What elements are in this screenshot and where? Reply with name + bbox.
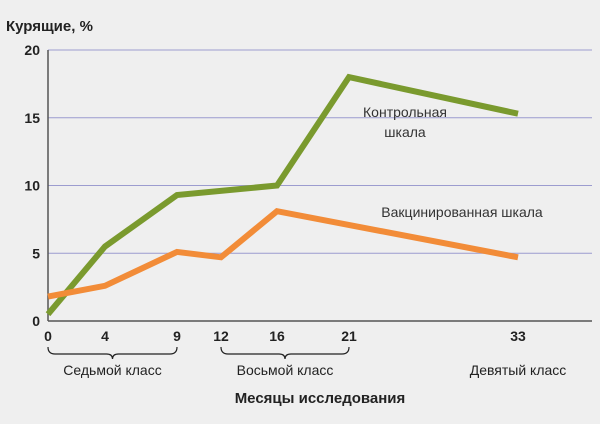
series-label-line: Вакцинированная шкала — [381, 204, 543, 220]
grade-label: Восьмой класс — [237, 362, 334, 378]
series-line — [47, 207, 519, 300]
series-label: Контрольная шкала — [363, 104, 447, 140]
x-tick-label: 21 — [341, 328, 357, 344]
grade-bracket — [220, 346, 350, 360]
series-label: Вакцинированная шкала — [381, 204, 543, 220]
grade-label: Седьмой класс — [63, 362, 161, 378]
x-tick-label: 4 — [101, 328, 109, 344]
x-tick-label: 16 — [269, 328, 285, 344]
grade-label: Девятый класс — [470, 362, 567, 378]
x-axis-title: Месяцы исследования — [235, 390, 406, 407]
series-label-line: шкала — [384, 124, 426, 140]
y-tick-label: 0 — [32, 313, 40, 329]
y-tick-label: 10 — [24, 178, 40, 194]
series-label-line: Контрольная — [363, 104, 447, 120]
grade-bracket — [47, 346, 178, 360]
y-tick-label: 5 — [32, 245, 40, 261]
y-tick-label: 20 — [24, 42, 40, 58]
series-line — [45, 73, 519, 317]
x-tick-label: 9 — [173, 328, 181, 344]
x-tick-label: 33 — [510, 328, 526, 344]
y-axis-title: Курящие, % — [6, 18, 93, 35]
y-tick-label: 15 — [24, 110, 40, 126]
x-tick-label: 0 — [44, 328, 52, 344]
x-tick-label: 12 — [213, 328, 229, 344]
